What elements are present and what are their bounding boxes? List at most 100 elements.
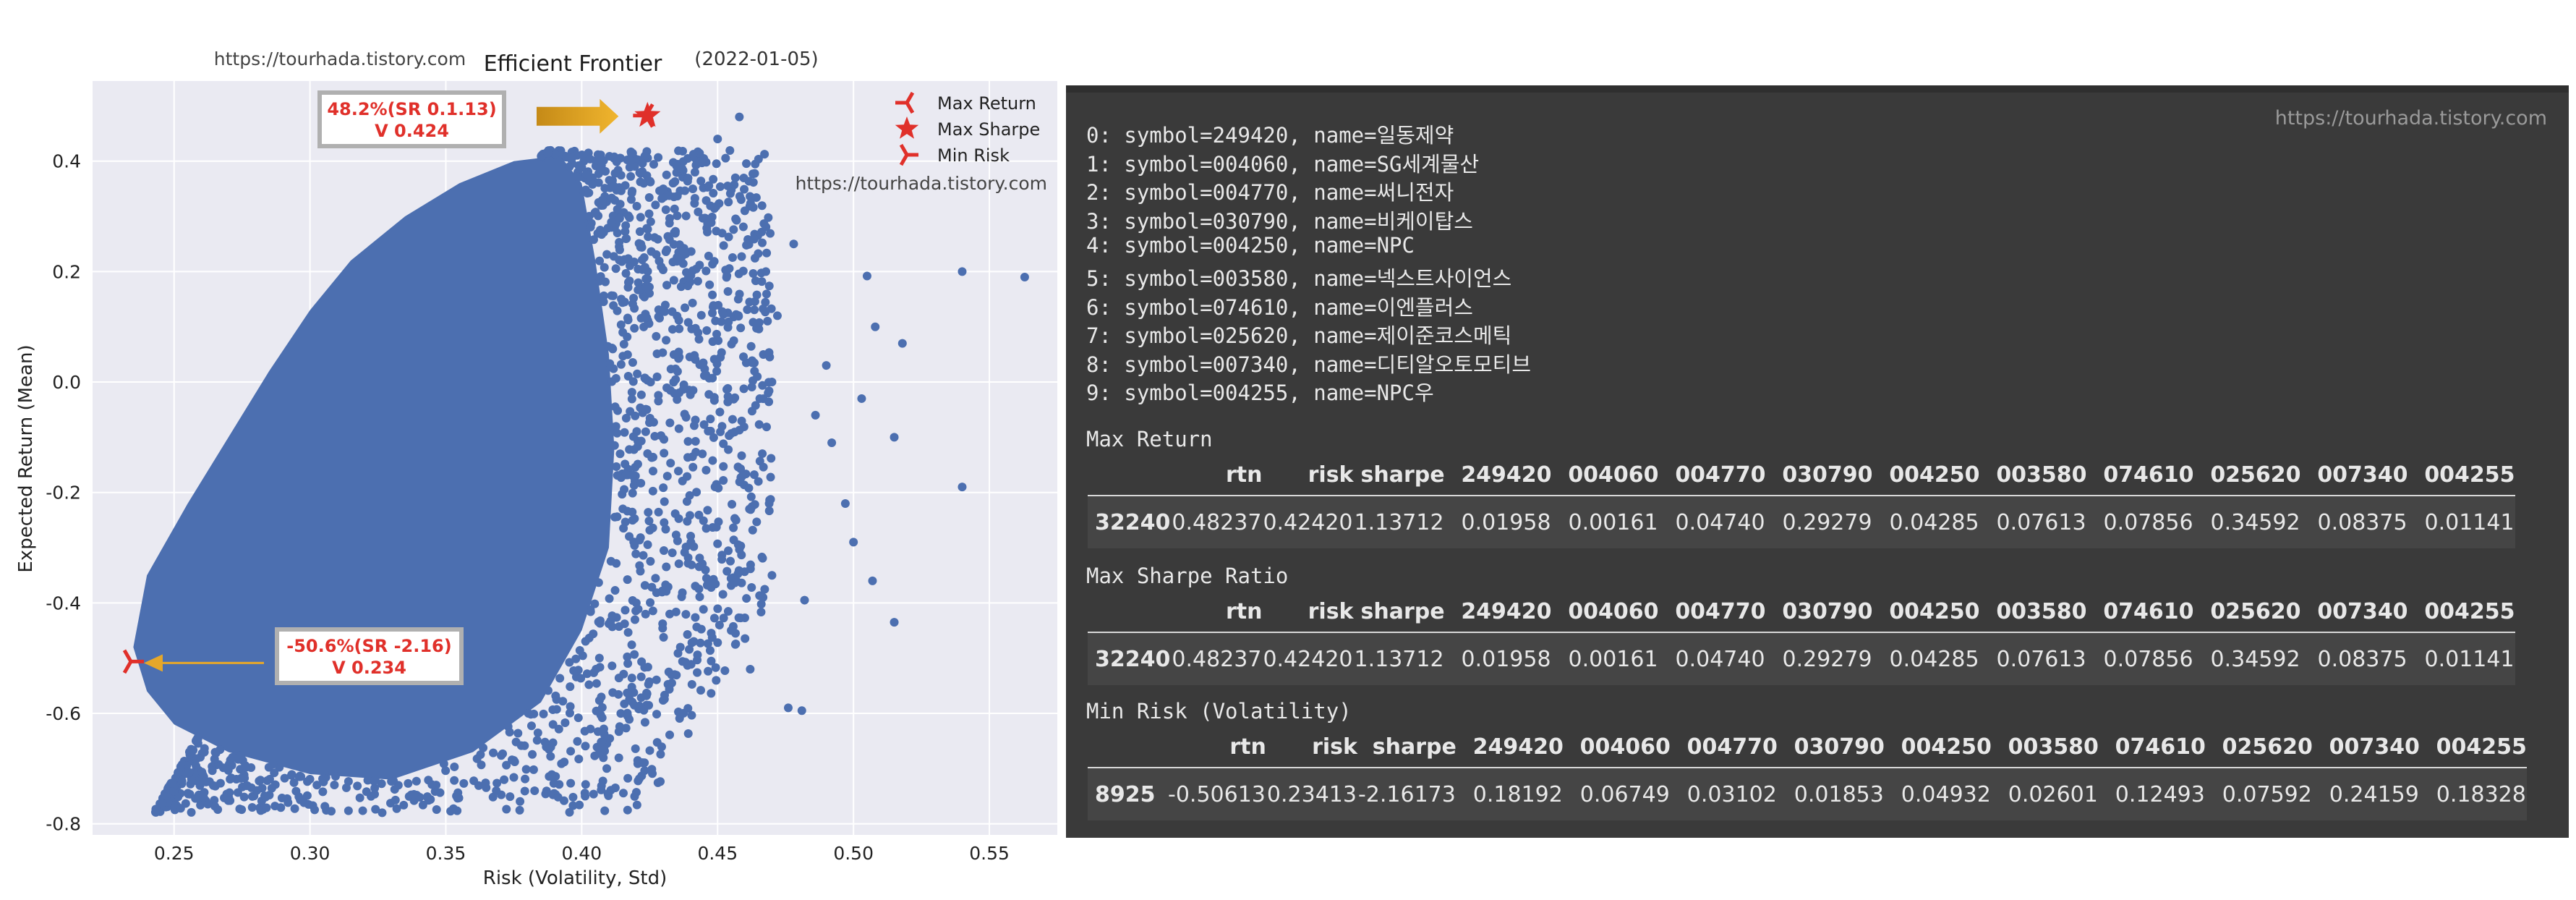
scatter-point [655,186,665,195]
scatter-point [640,263,649,272]
scatter-point [678,146,688,156]
scatter-point [762,423,771,432]
scatter-point [302,791,312,800]
scatter-point [581,170,591,179]
scatter-point [610,169,620,178]
scatter-point [644,193,654,203]
scatter-point [532,736,542,745]
scatter-point [614,727,623,736]
column-header: sharpe [1353,454,1445,496]
min-risk-marker [122,649,144,674]
scatter-point [730,393,740,402]
scatter-point [630,162,639,171]
scatter-point [685,491,694,500]
column-header: 007340 [2300,454,2408,496]
scatter-point [890,433,899,442]
scatter-point [634,285,643,294]
scatter-point [236,773,246,783]
scatter-point [615,237,624,247]
scatter-point [636,672,646,682]
scatter-point [615,245,624,255]
scatter-point [703,506,712,515]
scatter-point [312,781,322,790]
scatter-point [636,566,645,576]
column-header: 004060 [1551,591,1659,633]
scatter-point [753,372,762,381]
scatter-point [573,172,582,182]
scatter-point [645,525,654,535]
column-header: 003580 [1979,591,2087,633]
scatter-point [568,792,578,802]
scatter-point [701,465,711,475]
scatter-point [453,788,463,797]
scatter-point [692,488,701,497]
scatter-point [717,317,726,326]
scatter-point [709,204,719,213]
scatter-point [652,250,661,259]
scatter-point [648,467,657,476]
scatter-point [648,769,657,778]
table-cell: 0.06749 [1579,781,1670,807]
scatter-point [628,377,638,386]
table-cell: 0.01958 [1461,509,1551,535]
scatter-point [627,394,636,404]
scatter-point [652,710,662,719]
scatter-point [741,634,750,643]
scatter-point [698,449,707,459]
x-tick-label: 0.40 [562,843,602,864]
scatter-point [651,574,660,583]
scatter-point [666,386,675,395]
y-tick-label: -0.4 [46,593,81,614]
legend-tri-left-icon [895,91,915,114]
scatter-point [636,213,645,222]
scatter-point [590,208,600,218]
scatter-point [592,664,601,674]
scatter-point [762,289,771,299]
scatter-point [677,592,686,601]
chart-title: Efficient Frontier [484,51,662,77]
scatter-point [669,239,678,249]
table-cell: 0.48237 [1172,509,1262,535]
scatter-point [628,299,637,308]
scatter-point [718,590,728,599]
scatter-point [378,808,387,818]
scatter-point [693,668,702,677]
scatter-point [696,638,705,648]
scatter-point [502,760,511,770]
scatter-point [662,281,672,290]
scatter-point [689,421,699,430]
scatter-point [630,323,639,333]
symbol-line: 9: symbol=004255, name=NPC우 [1086,381,1434,406]
scatter-point [627,682,636,692]
scatter-point [615,213,624,223]
legend-label: Min Risk [937,145,1010,166]
scatter-point [237,805,247,815]
scatter-point [669,378,678,387]
scatter-point [327,807,336,816]
scatter-point [628,432,638,441]
scatter-point [756,600,766,609]
scatter-point [626,171,636,181]
scatter-point [660,690,670,700]
table-cell: 0.00161 [1568,646,1658,672]
scatter-point [699,605,708,614]
scatter-point [763,316,772,326]
y-tick-label: -0.2 [46,483,81,504]
table-cell: 0.08375 [2317,509,2407,535]
scatter-point [724,546,733,556]
index-header [1088,726,1167,768]
scatter-point [648,486,657,496]
scatter-point [622,234,631,243]
scatter-point [681,211,691,221]
scatter-point [520,786,529,796]
scatter-point [612,157,621,166]
scatter-point [694,562,704,572]
scatter-point [586,607,595,616]
scatter-point [571,654,581,663]
scatter-point [746,341,756,351]
scatter-point [728,499,737,509]
scatter-point [730,173,740,182]
table-cell: 0.07613 [1996,509,2086,535]
scatter-point [636,390,646,399]
scatter-point [654,313,664,323]
